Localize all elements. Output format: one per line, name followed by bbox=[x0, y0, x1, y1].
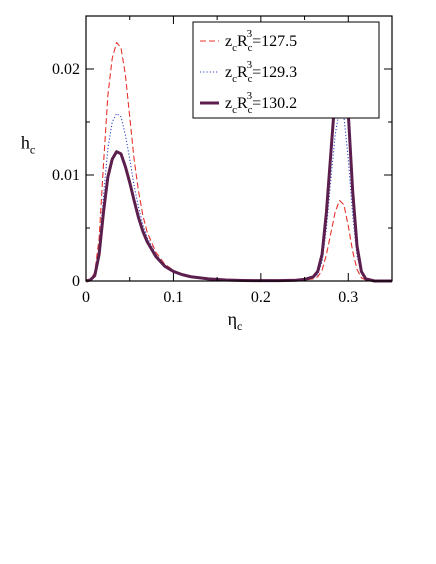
series-line-2 bbox=[85, 108, 392, 282]
y-tick-label: 0.02 bbox=[52, 61, 80, 78]
plot-frame bbox=[85, 15, 393, 282]
tick-layer: 0 0.1 0.2 0.3 0 0.01 0.02 bbox=[52, 15, 393, 306]
x-tick-label: 0 bbox=[82, 289, 90, 306]
y-axis-title: hc bbox=[21, 133, 35, 157]
axis-title-layer: ηc hc bbox=[21, 133, 243, 334]
legend-label-3: zcRc3=130.2 bbox=[225, 90, 297, 116]
legend-box bbox=[192, 21, 380, 119]
legend-layer: zcRc3=127.5 zcRc3=129.3 zcRc3=130.2 bbox=[192, 21, 380, 119]
legend-label-1: zcRc3=127.5 bbox=[225, 28, 297, 54]
y-tick-label: 0 bbox=[72, 273, 80, 290]
x-tick-label: 0.2 bbox=[251, 289, 271, 306]
x-tick-label: 0.3 bbox=[338, 289, 358, 306]
series-line-1 bbox=[85, 41, 392, 282]
x-axis-title: ηc bbox=[228, 309, 243, 333]
legend-label-2: zcRc3=129.3 bbox=[225, 59, 297, 85]
x-tick-label: 0.1 bbox=[163, 289, 183, 306]
y-tick-label: 0.01 bbox=[52, 167, 80, 184]
